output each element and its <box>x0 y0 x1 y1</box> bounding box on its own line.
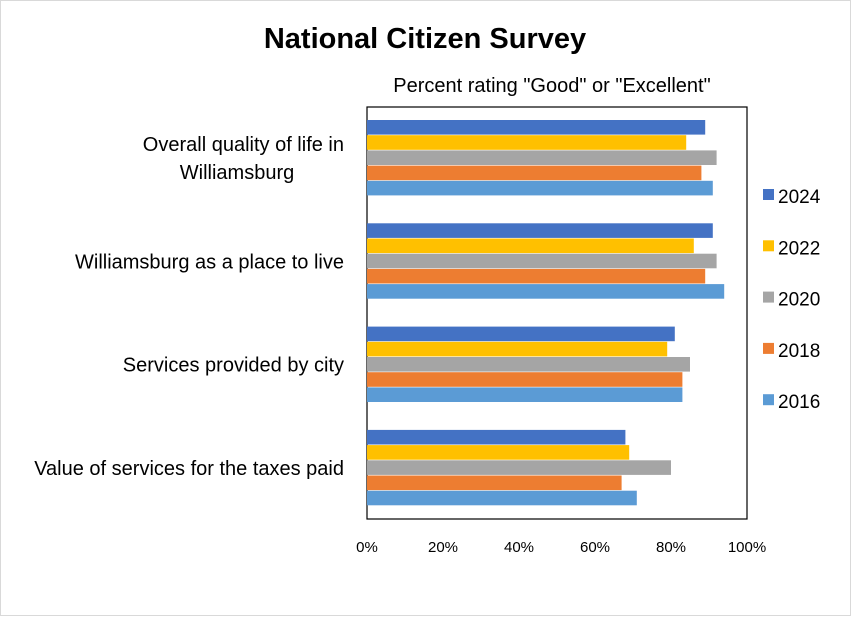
x-tick-label: 100% <box>728 539 766 556</box>
bar-2016-cat-4 <box>367 490 637 506</box>
category-label: Services provided by city <box>123 355 344 377</box>
legend-label: 2016 <box>778 392 820 413</box>
chart-subtitle: Percent rating "Good" or "Excellent" <box>393 75 710 97</box>
bar-2024-cat-1 <box>367 120 706 135</box>
chart-title: National Citizen Survey <box>264 23 586 55</box>
bar-2016-cat-2 <box>367 284 725 299</box>
legend-swatch-2016 <box>763 394 774 406</box>
x-tick-label: 80% <box>656 539 686 556</box>
bar-2020-cat-3 <box>367 357 690 372</box>
bars-group <box>367 120 725 506</box>
x-tick-label: 40% <box>504 539 534 556</box>
bar-2016-cat-3 <box>367 387 683 402</box>
bar-2024-cat-4 <box>367 429 626 445</box>
bar-2020-cat-4 <box>367 460 671 475</box>
legend-swatch-2018 <box>763 342 774 354</box>
legend-swatch-2024 <box>763 189 774 200</box>
bar-2024-cat-3 <box>367 326 675 342</box>
bar-2022-cat-3 <box>367 341 668 357</box>
bar-2022-cat-1 <box>367 135 687 150</box>
bar-2020-cat-1 <box>367 150 717 165</box>
legend-swatch-2022 <box>763 240 774 252</box>
bar-2022-cat-2 <box>367 238 694 254</box>
category-label: Value of services for the taxes paid <box>34 458 344 480</box>
x-tick-label: 0% <box>356 539 378 556</box>
legend-label: 2022 <box>778 238 820 259</box>
bar-2018-cat-1 <box>367 165 702 181</box>
legend-label: 2024 <box>778 187 821 208</box>
legend: 2024 2022 2020 2018 2016 <box>763 187 821 413</box>
bar-2024-cat-2 <box>367 223 713 238</box>
legend-label: 2020 <box>778 290 820 311</box>
category-label: Williamsburg <box>180 162 294 184</box>
bar-2018-cat-2 <box>367 268 706 284</box>
legend-label: 2018 <box>778 341 820 362</box>
x-tick-label: 60% <box>580 539 610 556</box>
x-axis-ticks: 0% 20% 40% 60% 80% 100% <box>356 539 766 556</box>
bar-2022-cat-4 <box>367 445 630 460</box>
bar-2018-cat-4 <box>367 475 622 491</box>
x-tick-label: 20% <box>428 539 458 556</box>
bar-2018-cat-3 <box>367 372 683 387</box>
category-label: Overall quality of life in <box>143 134 344 156</box>
bar-2020-cat-2 <box>367 253 717 269</box>
bar-2016-cat-1 <box>367 180 713 196</box>
category-label: Williamsburg as a place to live <box>75 251 344 273</box>
plot-area-border <box>366 106 748 520</box>
legend-swatch-2020 <box>763 291 774 303</box>
category-labels: Overall quality of life in Williamsburg Wi… <box>34 134 344 480</box>
